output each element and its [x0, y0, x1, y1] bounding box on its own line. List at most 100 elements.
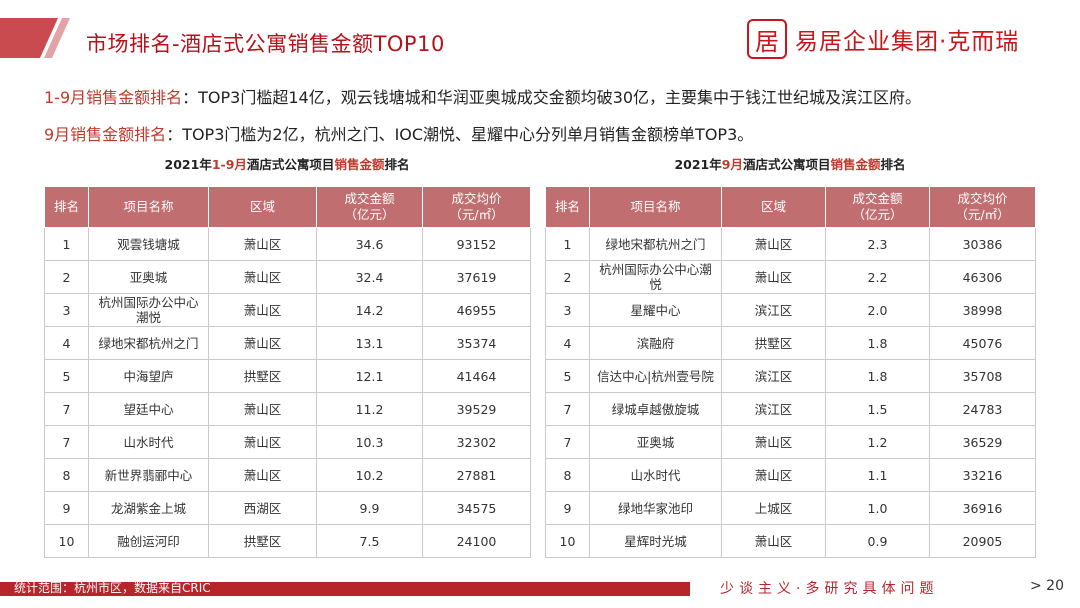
table-cell: 星耀中心: [589, 293, 722, 327]
table-cell: 8: [44, 458, 89, 492]
table-cell: 萧山区: [721, 227, 826, 261]
table-cell: 1.8: [825, 359, 930, 393]
table-cell: 10: [545, 524, 590, 558]
table-cell: 上城区: [721, 491, 826, 525]
table-cell: 39529: [422, 392, 531, 426]
company-logo: 居 易居企业集团·克而瑞: [747, 17, 1019, 61]
table-cell: 滨江区: [721, 293, 826, 327]
table-cell: 12.1: [316, 359, 423, 393]
table-cell: 2.3: [825, 227, 930, 261]
table-cell: 10: [44, 524, 89, 558]
table-cell: 1.5: [825, 392, 930, 426]
table-cell: 绿地华家池印: [589, 491, 722, 525]
table-row: 8 新世界翡郦中心 萧山区 10.2 27881: [44, 458, 531, 492]
table-cell: 绿城卓越傲旋城: [589, 392, 722, 426]
table-row: 1 绿地宋都杭州之门 萧山区 2.3 30386: [545, 227, 1036, 261]
table-cell: 9: [545, 491, 590, 525]
table-cell: 2: [44, 260, 89, 294]
table-row: 5 中海望庐 拱墅区 12.1 41464: [44, 359, 531, 393]
caption-suffix: 排名: [384, 157, 410, 172]
september-ranking-table: 排名 项目名称 区域 成交金额 （亿元） 成交均价 （元/㎡） 1 绿地宋都杭州之门 萧山区…: [545, 186, 1036, 558]
table-cell: 10.2: [316, 458, 423, 492]
table-cell: 7: [545, 425, 590, 459]
column-header: 项目名称: [88, 186, 209, 228]
table-cell: 4: [44, 326, 89, 360]
summary-september-text: ：TOP3门槛为2亿，杭州之门、IOC潮悦、星耀中心分列单月销售金额榜单TOP3…: [166, 125, 754, 144]
table-cell: 1: [44, 227, 89, 261]
table-cell: 11.2: [316, 392, 423, 426]
table-cell: 滨融府: [589, 326, 722, 360]
table-cell: 1.1: [825, 458, 930, 492]
table-row: 3 星耀中心 滨江区 2.0 38998: [545, 293, 1036, 327]
summary-september-label: 9月销售金额排名: [44, 125, 167, 144]
table-row: 10 融创运河印 拱墅区 7.5 24100: [44, 524, 531, 558]
column-header: 成交均价 （元/㎡）: [422, 186, 531, 228]
table-row: 4 绿地宋都杭州之门 萧山区 13.1 35374: [44, 326, 531, 360]
table-cell: 萧山区: [721, 458, 826, 492]
footer-bar: [0, 582, 690, 596]
table-cell: 萧山区: [721, 425, 826, 459]
table-cell: 萧山区: [208, 392, 317, 426]
table-row: 5 信达中心|杭州壹号院 滨江区 1.8 35708: [545, 359, 1036, 393]
table-cell: 山水时代: [88, 425, 209, 459]
table-cell: 7: [44, 425, 89, 459]
table-cell: 2: [545, 260, 590, 294]
table-row: 7 山水时代 萧山区 10.3 32302: [44, 425, 531, 459]
table-cell: 32.4: [316, 260, 423, 294]
page-number: > 20: [1030, 578, 1064, 594]
table-cell: 36916: [929, 491, 1036, 525]
table-header-row: 排名 项目名称 区域 成交金额 （亿元） 成交均价 （元/㎡）: [44, 186, 531, 228]
table-cell: 35708: [929, 359, 1036, 393]
table-row: 1 观雲钱塘城 萧山区 34.6 93152: [44, 227, 531, 261]
table-cell: 7: [44, 392, 89, 426]
table-cell: 拱墅区: [208, 359, 317, 393]
table-cell: 萧山区: [208, 227, 317, 261]
caption-suffix: 排名: [880, 157, 906, 172]
table-cell: 1.8: [825, 326, 930, 360]
table-cell: 萧山区: [208, 293, 317, 327]
table-cell: 萧山区: [208, 326, 317, 360]
table-row: 7 望廷中心 萧山区 11.2 39529: [44, 392, 531, 426]
table-cell: 萧山区: [721, 260, 826, 294]
table-cell: 46955: [422, 293, 531, 327]
table-cell: 西湖区: [208, 491, 317, 525]
table-cell: 拱墅区: [721, 326, 826, 360]
table-cell: 2.0: [825, 293, 930, 327]
right-table-caption: 2021年9月酒店式公寓项目销售金额排名: [545, 154, 1035, 173]
table-row: 7 亚奥城 萧山区 1.2 36529: [545, 425, 1036, 459]
table-cell: 萧山区: [721, 524, 826, 558]
table-cell: 38998: [929, 293, 1036, 327]
table-row: 3 杭州国际办公中心 潮悦 萧山区 14.2 46955: [44, 293, 531, 327]
table-cell: 山水时代: [589, 458, 722, 492]
table-cell: 13.1: [316, 326, 423, 360]
caption-prefix: 2021年: [164, 157, 212, 172]
table-cell: 亚奥城: [589, 425, 722, 459]
table-cell: 1.2: [825, 425, 930, 459]
table-cell: 9.9: [316, 491, 423, 525]
column-header: 成交均价 （元/㎡）: [929, 186, 1036, 228]
table-cell: 34.6: [316, 227, 423, 261]
page-title: 市场排名-酒店式公寓销售金额TOP10: [86, 32, 445, 56]
table-cell: 24783: [929, 392, 1036, 426]
table-cell: 中海望庐: [88, 359, 209, 393]
column-header: 区域: [721, 186, 826, 228]
caption-period: 1-9月: [211, 157, 247, 172]
table-cell: 萧山区: [208, 458, 317, 492]
table-cell: 绿地宋都杭州之门: [88, 326, 209, 360]
summary-line-september: 9月销售金额排名：TOP3门槛为2亿，杭州之门、IOC潮悦、星耀中心分列单月销售…: [44, 121, 753, 145]
table-cell: 亚奥城: [88, 260, 209, 294]
table-cell: 杭州国际办公中心潮 悦: [589, 260, 722, 294]
table-cell: 7.5: [316, 524, 423, 558]
column-header: 排名: [44, 186, 89, 228]
table-cell: 8: [545, 458, 590, 492]
table-cell: 7: [545, 392, 590, 426]
table-cell: 5: [44, 359, 89, 393]
table-cell: 46306: [929, 260, 1036, 294]
table-cell: 1.0: [825, 491, 930, 525]
table-cell: 41464: [422, 359, 531, 393]
table-cell: 37619: [422, 260, 531, 294]
table-cell: 4: [545, 326, 590, 360]
table-cell: 萧山区: [208, 260, 317, 294]
table-cell: 35374: [422, 326, 531, 360]
footer-slogan: 少谈主义·多研究具体问题: [720, 581, 939, 597]
